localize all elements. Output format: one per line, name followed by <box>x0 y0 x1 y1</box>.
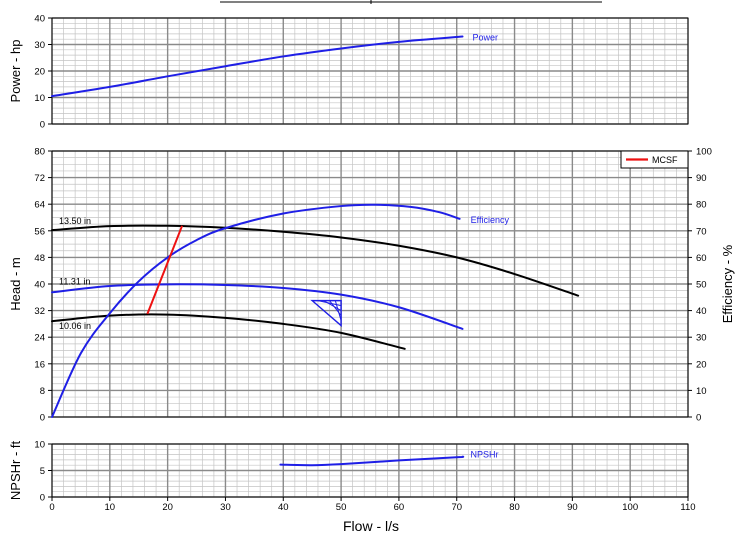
x-tick-label: 80 <box>509 502 520 513</box>
head-curve <box>51 224 580 297</box>
x-tick-label: 30 <box>220 502 231 513</box>
efficiency-y-tick-label: 30 <box>696 333 707 344</box>
bep-zone-outline <box>310 299 342 328</box>
efficiency-y-axis-title: Efficiency - % <box>720 244 735 323</box>
x-tick-label: 70 <box>451 502 462 513</box>
npsh-panel: 0 5 10 NPSHr - ft NPSHr 0 10 20 30 40 50 60 70 80 90 10… <box>8 440 696 514</box>
npsh-y-tick-label: 10 <box>34 440 45 451</box>
head-y-axis-title: Head - m <box>8 257 23 310</box>
efficiency-y-tick-label: 40 <box>696 306 707 317</box>
x-tick-label: 50 <box>336 502 347 513</box>
x-tick-label: 100 <box>622 502 638 513</box>
x-tick-label: 40 <box>278 502 289 513</box>
head-y-tick-label: 16 <box>34 359 45 370</box>
impeller-diameter-label: 13.50 in <box>59 216 91 226</box>
power-y-tick-label: 20 <box>34 67 45 78</box>
head-y-tick-label: 80 <box>34 147 45 158</box>
power-y-tick-label: 40 <box>34 14 45 25</box>
power-y-axis-title: Power - hp <box>8 40 23 103</box>
power-series-label: Power <box>473 33 499 43</box>
efficiency-curve <box>51 203 461 418</box>
power-y-tick-label: 10 <box>34 93 45 104</box>
x-tick-label: 90 <box>567 502 578 513</box>
head-y-tick-label: 64 <box>34 200 45 211</box>
efficiency-y-tick-label: 100 <box>696 147 712 158</box>
efficiency-y-tick-label: 50 <box>696 280 707 291</box>
power-panel: 0 10 20 30 40 Power - hp Power <box>8 14 689 131</box>
efficiency-y-tick-label: 60 <box>696 253 707 264</box>
npshr-curve <box>279 455 465 467</box>
efficiency-y-tick-label: 70 <box>696 226 707 237</box>
x-tick-label: 60 <box>394 502 405 513</box>
efficiency-y-tick-label: 80 <box>696 200 707 211</box>
efficiency-y-tick-label: 0 <box>696 413 701 424</box>
legend-mcsf-label: MCSF <box>652 155 678 165</box>
head-curve <box>51 313 406 350</box>
x-tick-label: 0 <box>49 502 54 513</box>
efficiency-y-tick-label: 20 <box>696 359 707 370</box>
power-curve <box>51 35 464 98</box>
head-y-tick-label: 24 <box>34 333 45 344</box>
bep-zone-hatch <box>334 300 342 321</box>
efficiency-y-tick-label: 10 <box>696 386 707 397</box>
head-y-tick-label: 0 <box>40 413 45 424</box>
impeller-diameter-label: 11.31 in <box>59 276 90 286</box>
head-y-tick-label: 40 <box>34 280 45 291</box>
legend-box <box>620 150 689 169</box>
x-tick-label: 20 <box>162 502 173 513</box>
x-tick-label: 10 <box>105 502 116 513</box>
power-y-tick-label: 0 <box>40 120 45 131</box>
head-efficiency-panel: 0 8 16 24 32 40 48 56 64 72 80 0 10 20 30 40 50 60 70 80 90 1… <box>8 147 735 424</box>
mcsf-line <box>146 225 184 315</box>
npsh-y-axis-title: NPSHr - ft <box>8 441 23 501</box>
head-y-tick-label: 56 <box>34 226 45 237</box>
x-tick-label: 110 <box>680 502 695 513</box>
npsh-y-tick-label: 5 <box>40 466 45 477</box>
npshr-series-label: NPSHr <box>471 450 499 460</box>
x-axis-title: Flow - l/s <box>343 518 399 534</box>
efficiency-y-tick-label: 90 <box>696 173 707 184</box>
impeller-diameter-label: 10.06 in <box>59 321 91 331</box>
head-y-tick-label: 32 <box>34 306 45 317</box>
head-curve <box>51 283 464 330</box>
npsh-y-tick-label: 0 <box>40 493 45 504</box>
head-y-tick-label: 48 <box>34 253 45 264</box>
power-y-tick-label: 30 <box>34 40 45 51</box>
head-y-tick-label: 8 <box>40 386 45 397</box>
bep-zone-hatch <box>317 300 342 307</box>
head-y-tick-label: 72 <box>34 173 45 184</box>
efficiency-series-label: Efficiency <box>471 215 510 225</box>
